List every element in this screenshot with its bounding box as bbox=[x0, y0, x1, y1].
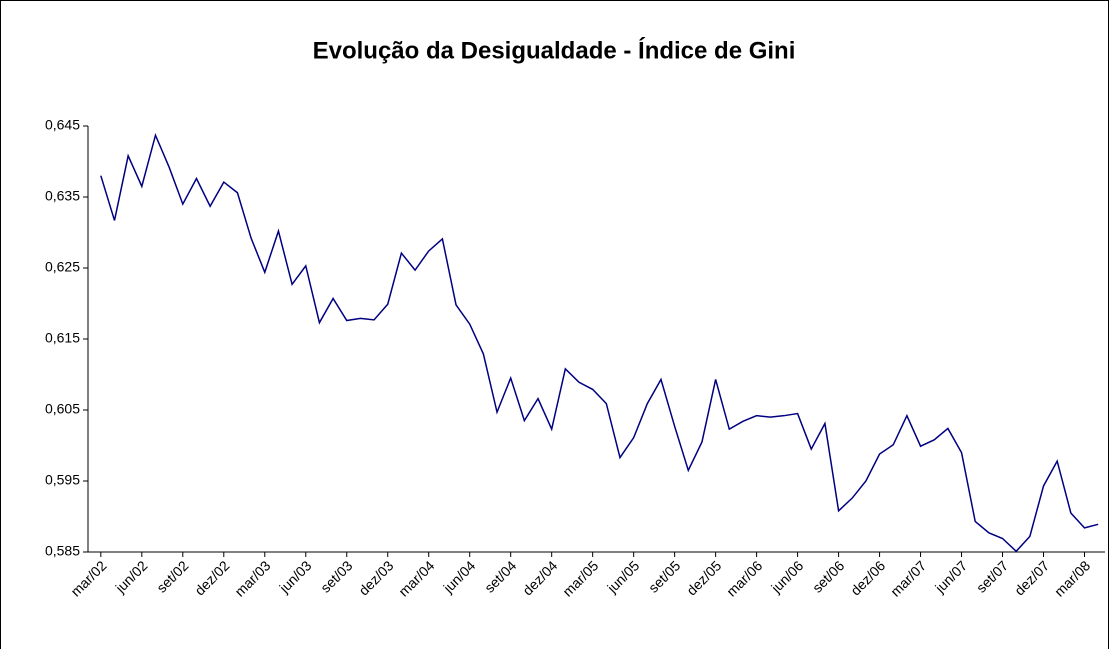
y-tick-label: 0,595 bbox=[45, 472, 80, 488]
y-tick-label: 0,635 bbox=[45, 188, 80, 204]
chart-title: Evolução da Desigualdade - Índice de Gin… bbox=[313, 36, 796, 64]
y-tick-label: 0,585 bbox=[45, 543, 80, 559]
y-tick-label: 0,645 bbox=[45, 117, 80, 133]
line-series bbox=[100, 132, 1099, 553]
y-tick-label: 0,615 bbox=[45, 330, 80, 346]
y-tick-label: 0,625 bbox=[45, 259, 80, 275]
y-tick-label: 0,605 bbox=[45, 401, 80, 417]
